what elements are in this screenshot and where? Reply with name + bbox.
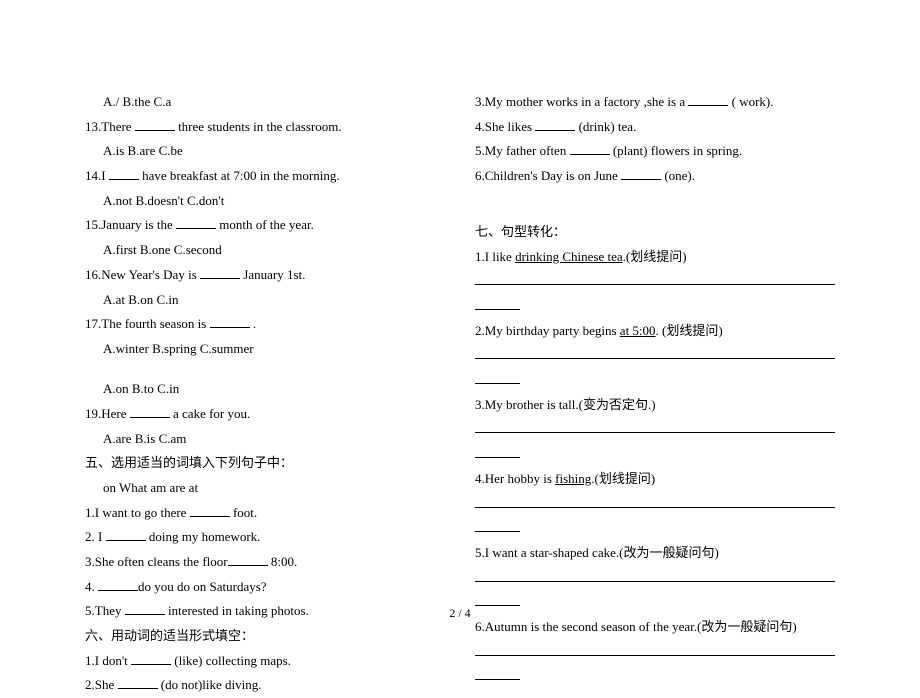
s7-q2-answer	[475, 343, 835, 368]
s7-q4-answer2	[475, 516, 835, 541]
q14: 14.I have breakfast at 7:00 in the morni…	[85, 164, 415, 189]
s7-q3-answer2	[475, 442, 835, 467]
s5-q4: 4. do you do on Saturdays?	[85, 575, 415, 600]
s7-q6-answer	[475, 640, 835, 665]
q13-options: A.is B.are C.be	[85, 139, 415, 164]
section-5-title: 五、选用适当的词填入下列句子中：	[85, 451, 415, 476]
s7-q6-answer2	[475, 664, 835, 689]
q17: 17.The fourth season is .	[85, 312, 415, 337]
s7-q1: 1.I like drinking Chinese tea.(划线提问)	[475, 245, 835, 270]
q13: 13.There three students in the classroom…	[85, 115, 415, 140]
s5-q3: 3.She often cleans the floor 8:00.	[85, 550, 415, 575]
page-number: 2 / 4	[0, 606, 920, 621]
s6-q5: 5.My father often (plant) flowers in spr…	[475, 139, 835, 164]
q16: 16.New Year's Day is January 1st.	[85, 263, 415, 288]
section-6-title: 六、用动词的适当形式填空：	[85, 624, 415, 649]
s5-q1: 1.I want to go there foot.	[85, 501, 415, 526]
s6-q6: 6.Children's Day is on June (one).	[475, 164, 835, 189]
s6-q4: 4.She likes (drink) tea.	[475, 115, 835, 140]
s6-q2: 2.She (do not)like diving.	[85, 673, 415, 698]
q15: 15.January is the month of the year.	[85, 213, 415, 238]
q19: 19.Here a cake for you.	[85, 402, 415, 427]
s7-q1-answer	[475, 269, 835, 294]
s6-q3: 3.My mother works in a factory ,she is a…	[475, 90, 835, 115]
s7-q1-answer2	[475, 294, 835, 319]
s7-q5-answer	[475, 566, 835, 591]
s7-q4: 4.Her hobby is fishing.(划线提问)	[475, 467, 835, 492]
s7-q5: 5.I want a star-shaped cake.(改为一般疑问句)	[475, 541, 835, 566]
s7-q2-answer2	[475, 368, 835, 393]
q19-options: A.are B.is C.am	[85, 427, 415, 452]
s5-q2: 2. I doing my homework.	[85, 525, 415, 550]
s7-q3: 3.My brother is tall.(变为否定句.)	[475, 393, 835, 418]
s7-q2: 2.My birthday party begins at 5:00. (划线提…	[475, 319, 835, 344]
section-7-title: 七、句型转化：	[475, 220, 835, 245]
q12-options: A./ B.the C.a	[85, 90, 415, 115]
word-bank: on What am are at	[85, 476, 415, 501]
q14-options: A.not B.doesn't C.don't	[85, 189, 415, 214]
q16-options: A.at B.on C.in	[85, 288, 415, 313]
s7-q3-answer	[475, 417, 835, 442]
s6-q1: 1.I don't (like) collecting maps.	[85, 649, 415, 674]
q18-options: A.on B.to C.in	[85, 377, 415, 402]
q15-options: A.first B.one C.second	[85, 238, 415, 263]
s7-q4-answer	[475, 492, 835, 517]
q17-options: A.winter B.spring C.summer	[85, 337, 415, 362]
